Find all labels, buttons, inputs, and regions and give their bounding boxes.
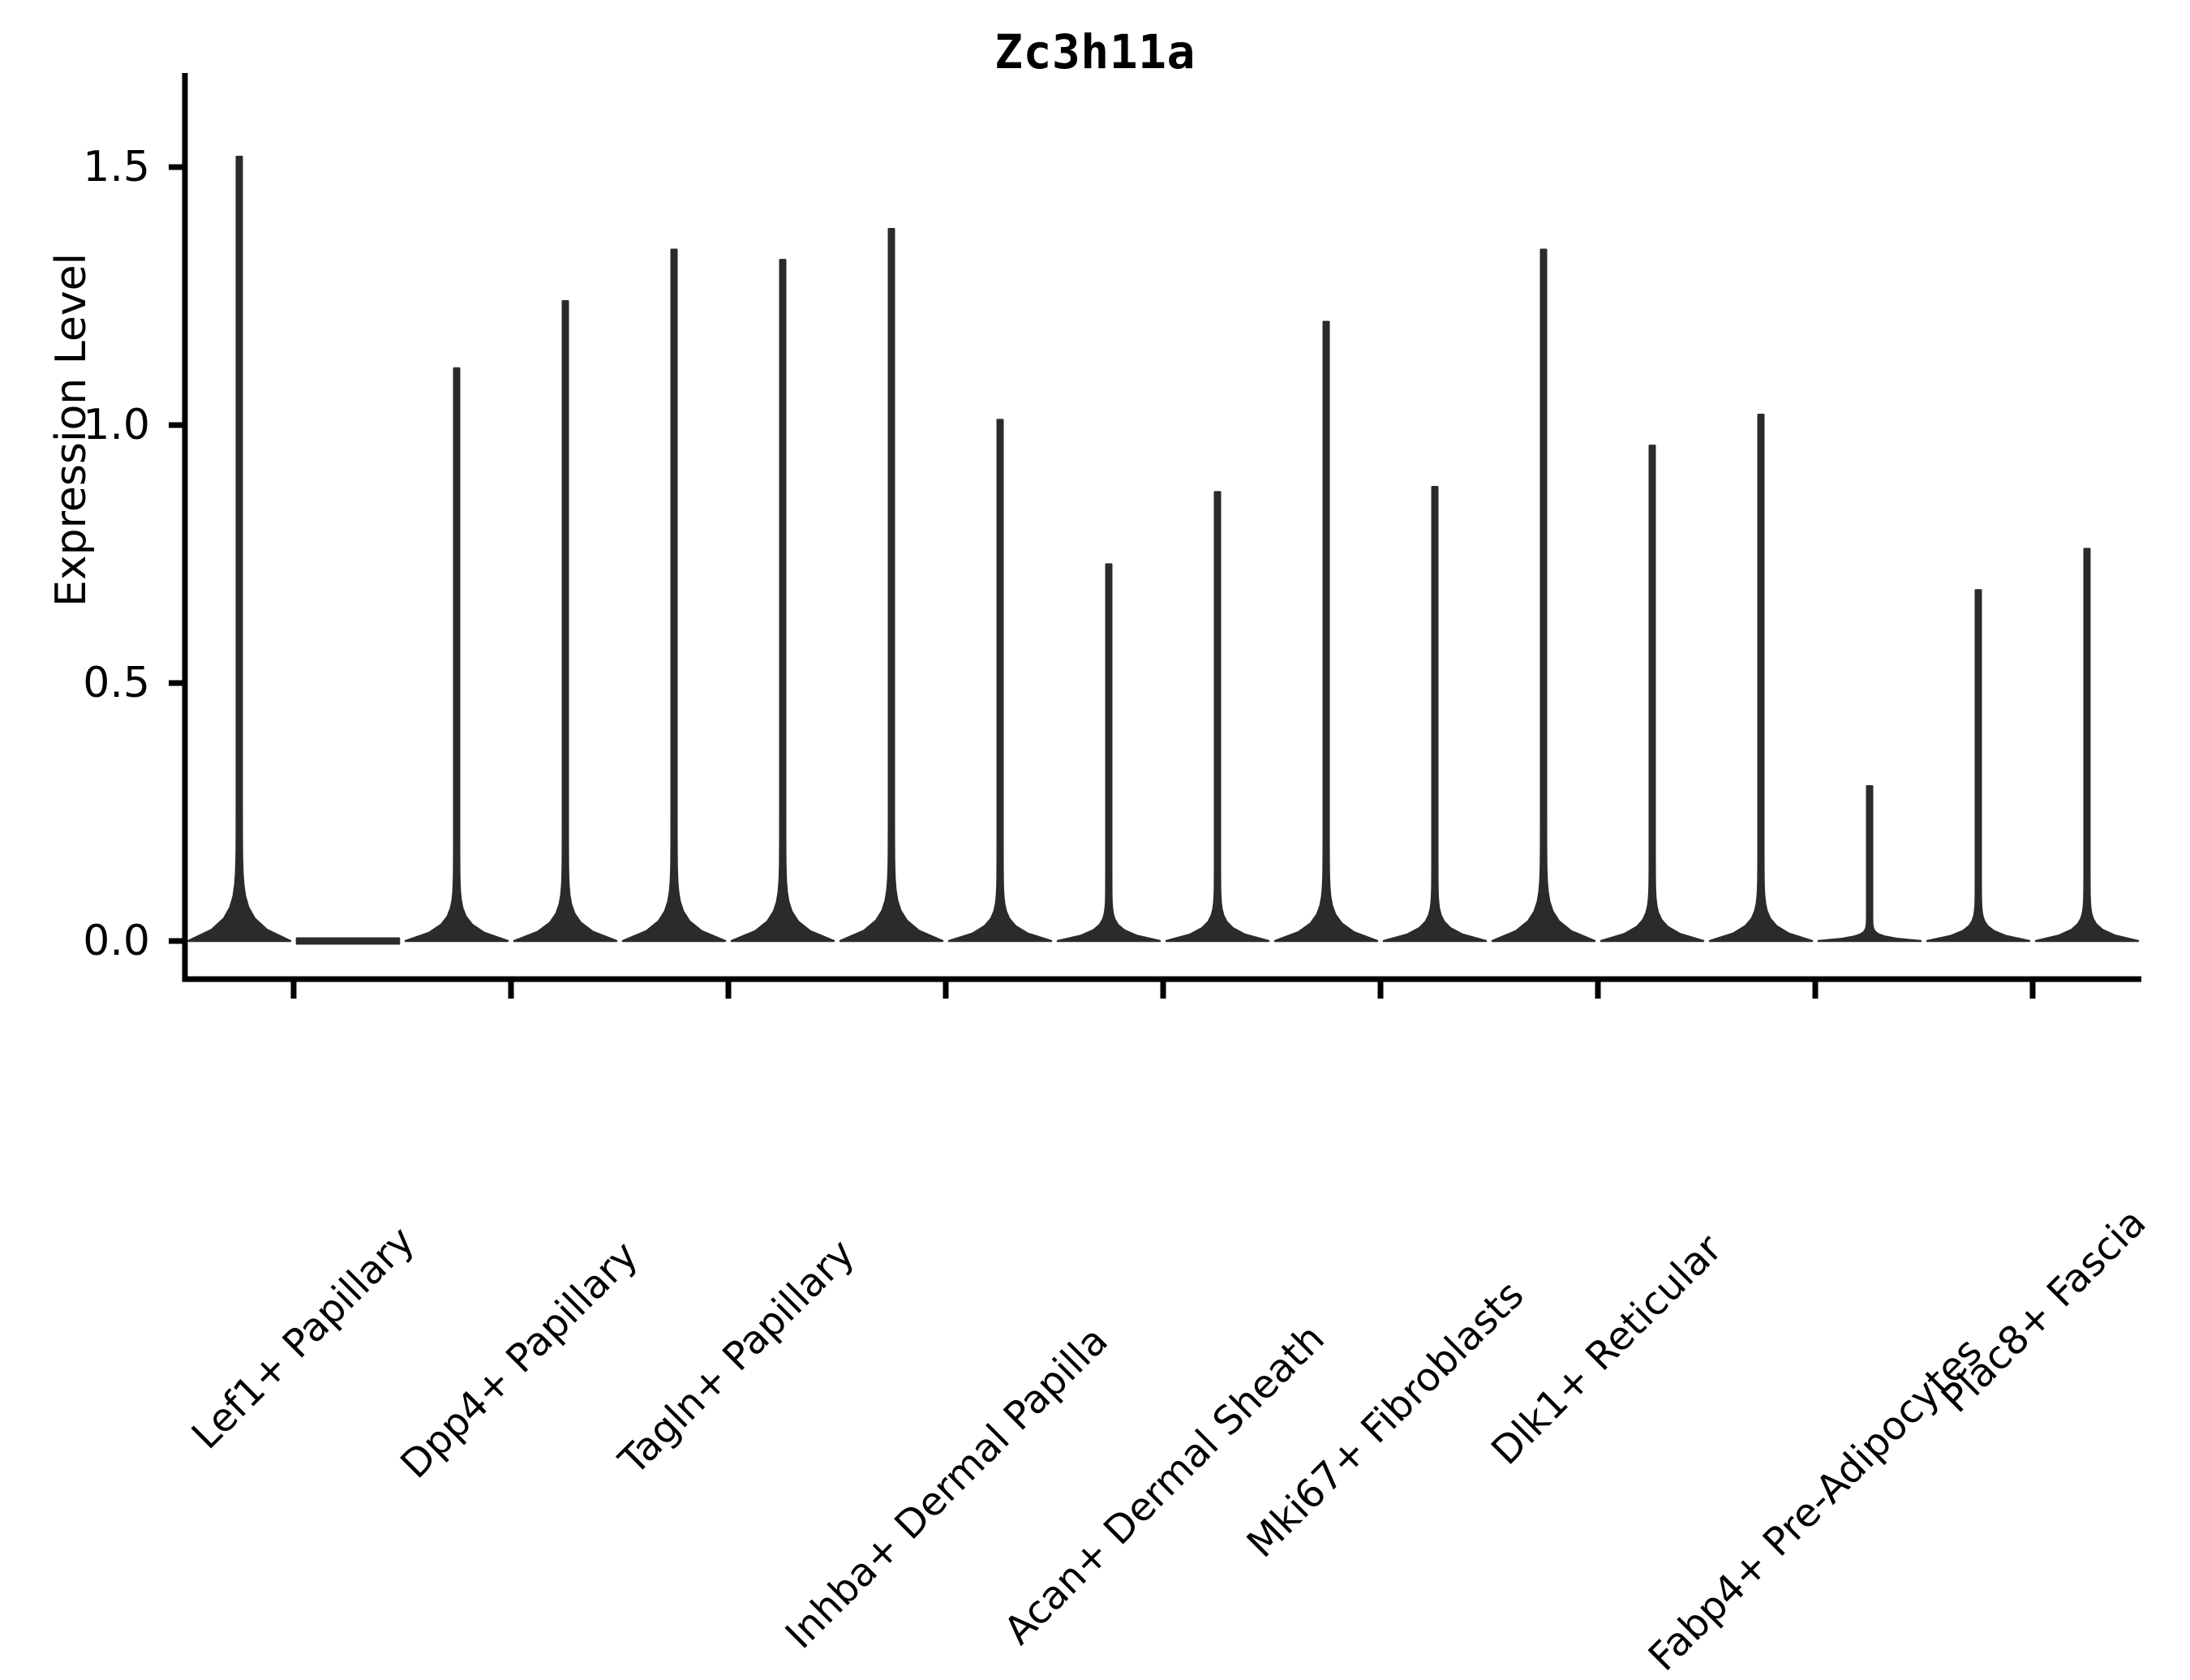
violin-group (621, 248, 835, 943)
violin-body (513, 300, 618, 943)
violin-body (1817, 784, 1922, 943)
y-tick-label: 1.0 (83, 401, 150, 449)
violin-body (621, 248, 727, 943)
violin-body (187, 155, 292, 943)
violin-body (1926, 589, 2031, 943)
violin-group (839, 228, 1053, 943)
violin-group (1056, 491, 1270, 943)
axis-spines (182, 73, 2141, 982)
violin-body (1273, 320, 1379, 943)
violin-group (1926, 548, 2140, 943)
violin-body (295, 937, 401, 945)
violin-body (1382, 486, 1488, 943)
violin-body (1165, 491, 1270, 943)
violin-body (947, 419, 1053, 943)
violin-group (1491, 248, 1705, 943)
y-tick-label: 0.0 (83, 917, 150, 965)
violin-body (2034, 548, 2140, 943)
plot-axes: 0.0 0.5 1.0 1.5 Lef1+ Papillary Dpp4+ Papilla… (83, 73, 2155, 1680)
violin-group (187, 155, 401, 945)
violin-body (1600, 445, 1705, 943)
y-tick-label: 0.5 (83, 659, 150, 707)
violin-body (1708, 413, 1814, 943)
page-title: Zc3h11a (994, 24, 1196, 79)
violin-group (1708, 413, 1922, 943)
violin-canvas (169, 73, 2141, 999)
violin-body (1056, 563, 1162, 943)
violin-plot-figure: Zc3h11a Expression Level 0.0 0.5 1.0 1.5 Lef… (47, 24, 2155, 1680)
violin-body (730, 259, 835, 943)
violin-body (404, 367, 509, 943)
violin-group (1273, 320, 1488, 943)
violin-body (839, 228, 944, 943)
violin-group (404, 300, 618, 943)
y-tick-label: 1.5 (83, 143, 150, 191)
violin-body (1491, 248, 1596, 943)
